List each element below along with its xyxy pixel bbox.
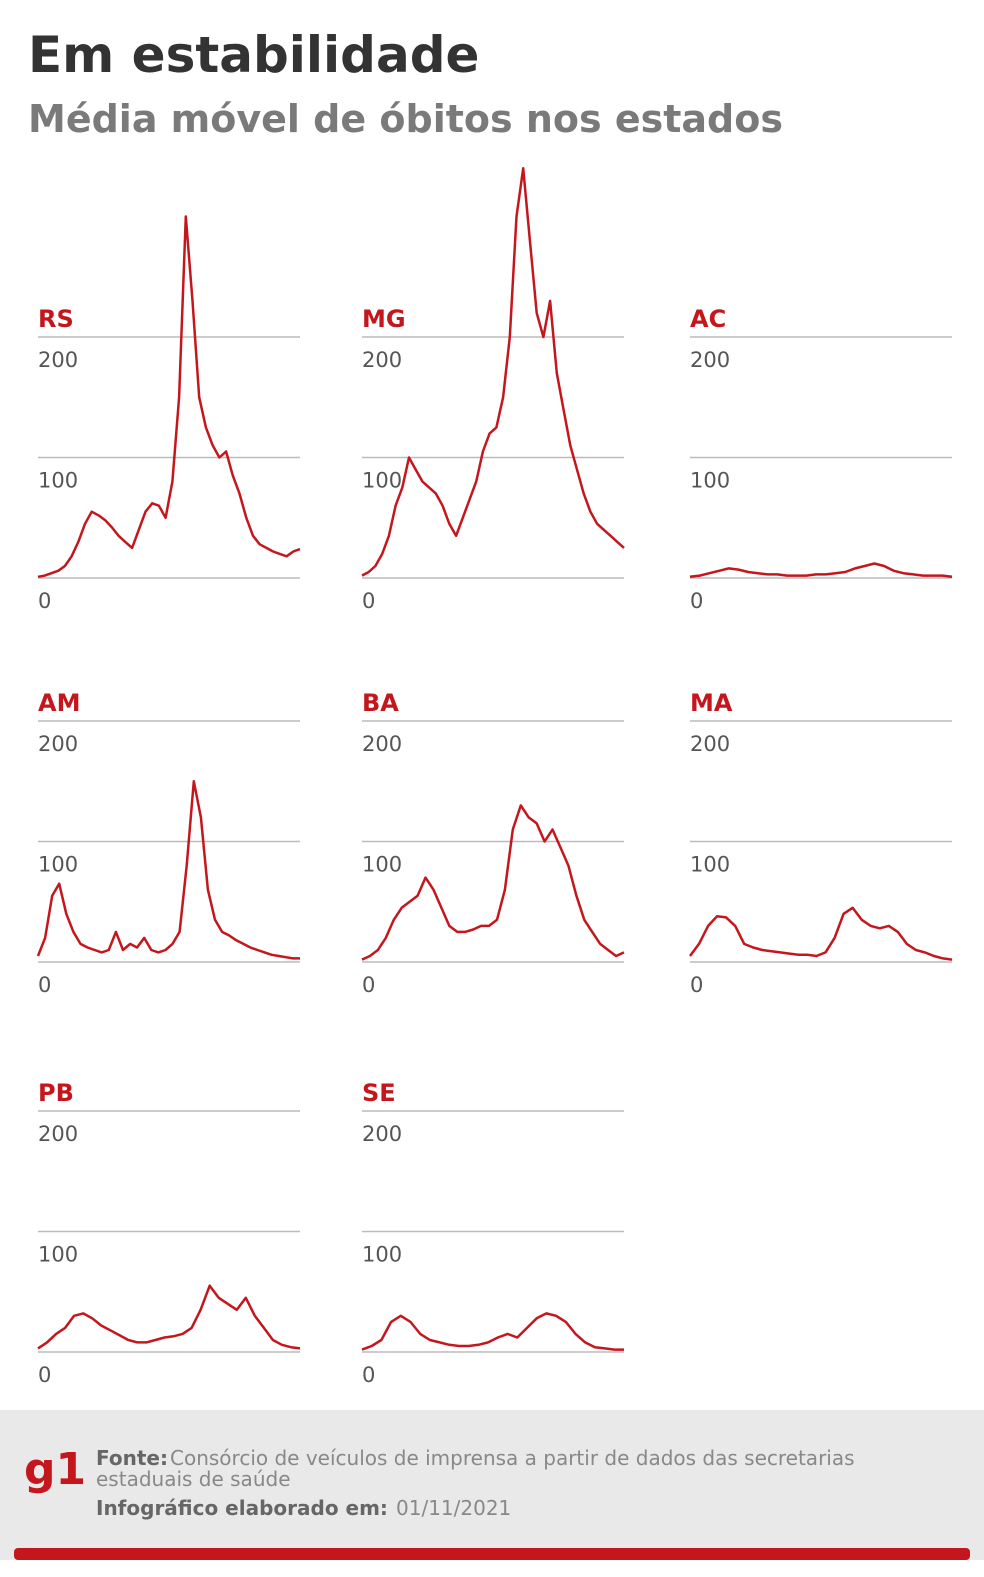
state-title: BA xyxy=(362,689,399,717)
y-tick-label: 100 xyxy=(362,1243,402,1267)
y-tick-label: 100 xyxy=(38,853,78,877)
subtitle: Média móvel de óbitos nos estados xyxy=(28,97,783,141)
state-title: MG xyxy=(362,305,406,333)
y-tick-label: 0 xyxy=(38,589,51,613)
y-tick-label: 0 xyxy=(690,589,703,613)
state-title: PB xyxy=(38,1079,74,1107)
y-tick-label: 100 xyxy=(362,469,402,493)
date-label: Infográfico elaborado em: xyxy=(96,1496,388,1520)
y-tick-label: 200 xyxy=(38,732,78,756)
date: 01/11/2021 xyxy=(396,1496,511,1520)
line xyxy=(37,215,301,579)
state-title: SE xyxy=(362,1079,396,1107)
line xyxy=(689,562,953,579)
y-tick-label: 200 xyxy=(362,732,402,756)
y-tick-label: 200 xyxy=(38,1122,78,1146)
y-tick-label: 0 xyxy=(362,589,375,613)
y-tick-label: 0 xyxy=(362,973,375,997)
state-title: AC xyxy=(690,305,726,333)
y-tick-label: 0 xyxy=(38,1363,51,1387)
source-text: Consórcio de veículos de imprensa a part… xyxy=(170,1446,855,1470)
title: Em estabilidade xyxy=(28,26,479,84)
source-text: estaduais de saúde xyxy=(96,1467,291,1491)
logo: g1 xyxy=(24,1444,86,1495)
line xyxy=(688,906,953,961)
line xyxy=(37,1284,301,1350)
y-tick-label: 200 xyxy=(362,1122,402,1146)
y-tick-label: 0 xyxy=(690,973,703,997)
y-tick-label: 100 xyxy=(38,1243,78,1267)
line xyxy=(36,780,300,960)
state-title: MA xyxy=(690,689,733,717)
y-tick-label: 100 xyxy=(690,469,730,493)
y-tick-label: 0 xyxy=(362,1363,375,1387)
y-tick-label: 200 xyxy=(38,348,78,372)
state-title: AM xyxy=(38,689,80,717)
line xyxy=(361,167,625,577)
y-tick-label: 0 xyxy=(38,973,51,997)
y-tick-label: 200 xyxy=(690,732,730,756)
footer-bar xyxy=(14,1548,970,1560)
y-tick-label: 200 xyxy=(362,348,402,372)
y-tick-label: 100 xyxy=(38,469,78,493)
state-title: RS xyxy=(38,305,74,333)
line xyxy=(361,804,625,961)
footer-bg xyxy=(0,1410,984,1560)
y-tick-label: 200 xyxy=(690,348,730,372)
y-tick-label: 100 xyxy=(362,853,402,877)
source-label: Fonte: xyxy=(96,1446,168,1470)
line xyxy=(361,1312,624,1351)
y-tick-label: 100 xyxy=(690,853,730,877)
